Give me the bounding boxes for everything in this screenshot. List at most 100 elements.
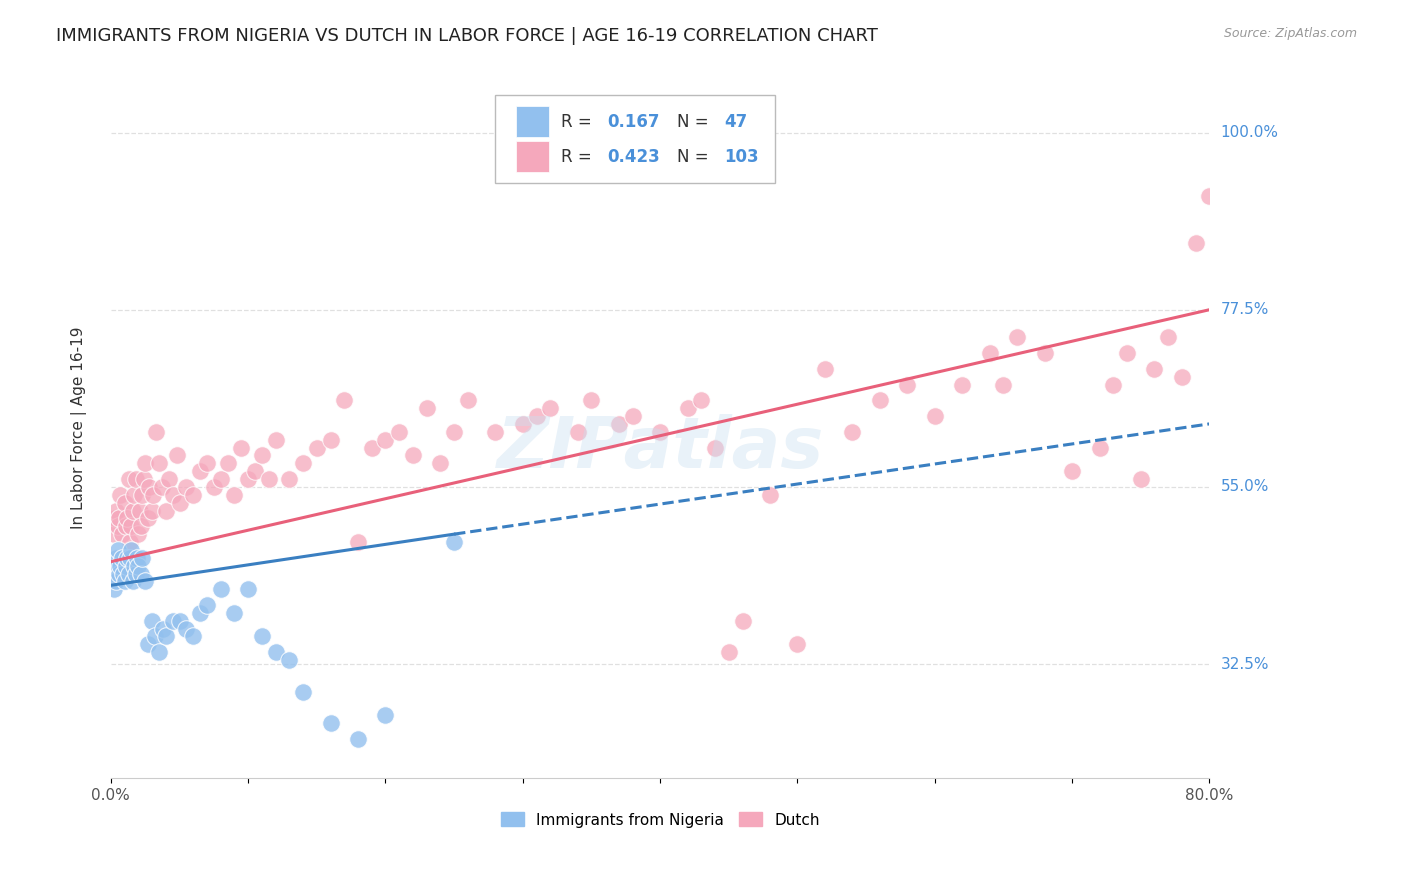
Point (1033, 346, 1056, 360)
Point (142, 488, 165, 502)
Point (650, 425, 672, 439)
Text: 0.423: 0.423 (607, 148, 661, 166)
Point (176, 622, 198, 636)
Point (105, 550, 128, 565)
FancyBboxPatch shape (516, 106, 550, 137)
Point (1005, 330, 1028, 344)
Text: 55.0%: 55.0% (1220, 479, 1268, 494)
Point (143, 630, 166, 644)
Y-axis label: In Labor Force | Age 16-19: In Labor Force | Age 16-19 (72, 326, 87, 529)
Point (841, 425, 863, 439)
Point (127, 558, 149, 573)
Point (188, 606, 211, 620)
Point (347, 535, 370, 549)
Point (1267, 252, 1289, 266)
Point (347, 731, 370, 746)
Point (759, 488, 782, 502)
Point (131, 488, 153, 502)
Legend: Immigrants from Nigeria, Dutch: Immigrants from Nigeria, Dutch (495, 806, 825, 834)
Point (567, 425, 589, 439)
Point (148, 645, 170, 659)
Point (127, 527, 149, 541)
Point (1088, 441, 1111, 455)
Point (1157, 330, 1180, 344)
Point (155, 503, 177, 517)
Point (124, 566, 146, 581)
Point (150, 480, 173, 494)
Point (869, 393, 891, 408)
Point (209, 582, 232, 597)
Point (457, 393, 479, 408)
Point (224, 606, 246, 620)
Point (118, 566, 141, 581)
Point (110, 488, 132, 502)
Point (209, 472, 232, 486)
Point (176, 480, 198, 494)
Point (1062, 464, 1084, 478)
Point (181, 630, 204, 644)
Point (115, 519, 138, 533)
Point (136, 637, 159, 651)
Point (120, 542, 142, 557)
Text: 103: 103 (724, 148, 758, 166)
Point (1129, 472, 1152, 486)
Point (374, 433, 396, 447)
Point (169, 614, 191, 628)
Point (132, 472, 155, 486)
Point (104, 566, 127, 581)
Point (155, 630, 177, 644)
Point (111, 527, 134, 541)
Point (292, 456, 315, 470)
Point (786, 637, 808, 651)
Point (115, 558, 138, 573)
Point (162, 614, 184, 628)
Point (117, 511, 139, 525)
Point (1226, 330, 1249, 344)
Point (134, 456, 156, 470)
Point (110, 558, 132, 573)
Point (896, 377, 918, 392)
Point (141, 614, 163, 628)
Point (1239, 299, 1261, 313)
Point (374, 708, 396, 723)
Point (319, 716, 342, 731)
Point (278, 472, 301, 486)
Point (152, 622, 174, 636)
Point (107, 558, 129, 573)
Point (1171, 369, 1194, 384)
Point (107, 519, 129, 533)
Point (581, 393, 603, 408)
Point (717, 645, 740, 659)
Point (526, 409, 548, 423)
Point (105, 574, 128, 589)
Text: N =: N = (676, 148, 713, 166)
Text: R =: R = (561, 112, 598, 130)
Point (1198, 188, 1220, 202)
Text: R =: R = (561, 148, 598, 166)
Point (195, 598, 218, 612)
Point (538, 401, 561, 416)
Point (704, 441, 727, 455)
Point (388, 425, 411, 439)
Point (979, 346, 1001, 360)
Point (131, 550, 153, 565)
Point (1184, 235, 1206, 250)
Point (121, 503, 143, 517)
Point (145, 425, 167, 439)
Point (121, 574, 143, 589)
Point (181, 488, 204, 502)
Point (607, 417, 630, 431)
Point (250, 630, 273, 644)
Point (993, 377, 1015, 392)
Point (122, 488, 145, 502)
Point (111, 550, 134, 565)
Point (402, 449, 425, 463)
Point (118, 472, 141, 486)
Point (114, 495, 136, 509)
Point (120, 550, 142, 565)
Point (104, 511, 127, 525)
Point (162, 488, 184, 502)
Point (1116, 346, 1139, 360)
Point (134, 574, 156, 589)
Point (243, 464, 266, 478)
